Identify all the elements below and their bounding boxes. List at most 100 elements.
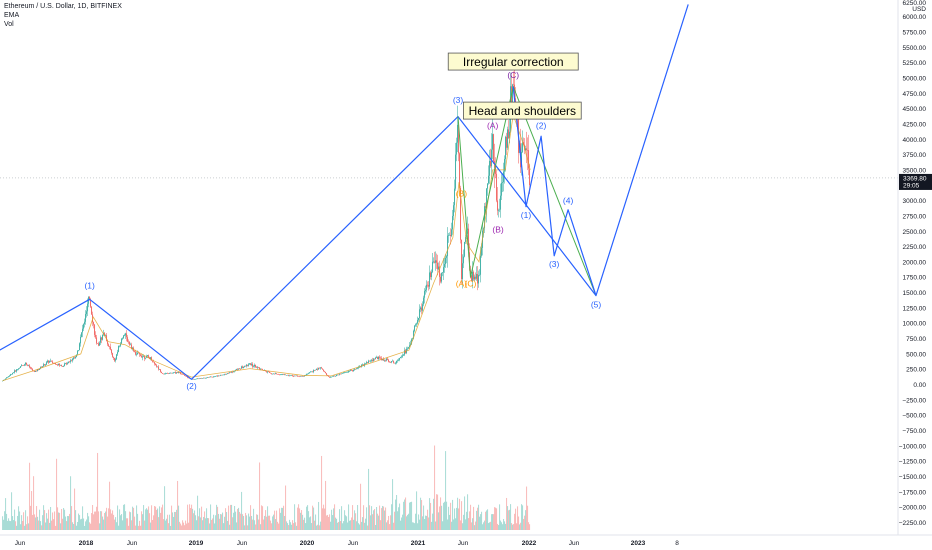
candle-body: [108, 344, 110, 347]
volume-bar: [122, 520, 124, 530]
symbol-title[interactable]: Ethereum / U.S. Dollar, 1D, BITFINEX: [4, 3, 122, 10]
candle-body: [362, 364, 364, 366]
volume-bar: [273, 514, 275, 530]
volume-bar: [19, 511, 21, 530]
candle-body: [297, 375, 299, 377]
volume-bar: [435, 521, 437, 530]
candle-body: [351, 369, 353, 371]
candle-body: [223, 374, 225, 376]
volume-bar: [438, 512, 440, 530]
volume-bar: [77, 521, 79, 530]
volume-bar: [300, 512, 302, 530]
volume-indicator-label[interactable]: Vol: [4, 21, 14, 28]
callout-text: Irregular correction: [463, 55, 564, 69]
volume-bar: [64, 509, 66, 530]
candle-body: [195, 379, 197, 380]
volume-bar: [490, 521, 492, 530]
wave-label: (2): [536, 120, 547, 130]
candle-body: [68, 361, 70, 364]
candle-body: [296, 375, 298, 377]
candle-body: [71, 360, 73, 361]
candle-body: [266, 371, 268, 373]
volume-bar: [411, 501, 413, 530]
candle-body: [130, 344, 132, 346]
volume-bar: [413, 522, 415, 530]
volume-bar: [296, 525, 298, 530]
volume-bar: [503, 519, 505, 530]
volume-bar: [263, 519, 265, 530]
time-axis[interactable]: Jun 2018 Jun 2019 Jun 2020 Jun 2021 Jun 2022 Jun 20…: [0, 534, 932, 547]
candle-body: [14, 370, 16, 373]
volume-bar: [5, 498, 7, 530]
time-tick-label: 2019: [189, 540, 204, 547]
volume-bar: [223, 523, 225, 530]
candle-body: [124, 335, 126, 336]
candle-body: [239, 368, 241, 370]
candle-body: [121, 338, 123, 344]
candle-body: [462, 263, 464, 280]
candle-body: [84, 321, 86, 325]
candle-body: [525, 148, 527, 151]
candle-body: [122, 338, 124, 339]
elliott-wave-line: [0, 4, 689, 380]
price-axis[interactable]: 6000.00 5750.00 5500.00 5250.00 5000.00 4750.…: [897, 0, 932, 535]
candle-body: [491, 149, 493, 167]
candle-body: [117, 351, 119, 355]
volume-bar: [121, 514, 123, 530]
candle-body: [113, 356, 115, 359]
candle-body: [498, 210, 500, 211]
volume-bar: [359, 524, 361, 530]
candle-body: [372, 359, 374, 361]
volume-bar: [428, 517, 430, 530]
time-tick-label: 2018: [79, 540, 94, 547]
volume-bar: [515, 508, 517, 530]
volume-bar: [266, 516, 268, 530]
candle-body: [95, 334, 97, 338]
candle-body: [389, 361, 391, 363]
candle-body: [180, 372, 182, 374]
volume-bar: [468, 518, 470, 530]
candle-body: [253, 366, 255, 367]
volume-bar: [465, 519, 467, 530]
candle-body: [421, 307, 423, 311]
volume-bar: [62, 518, 64, 530]
volume-bar: [462, 523, 464, 530]
volume-bar: [508, 510, 510, 530]
candle-body: [90, 299, 92, 307]
wave-label: (B): [492, 224, 504, 234]
volume-bar: [136, 505, 138, 530]
candle-body: [171, 372, 173, 374]
candle-body: [17, 369, 19, 370]
price-tick-label: 1750.00: [903, 275, 927, 282]
candle-body: [528, 150, 530, 169]
volume-bar: [345, 515, 347, 530]
volume-bar: [176, 509, 178, 530]
volume-bar: [337, 522, 339, 530]
candle-body: [224, 374, 226, 375]
candle-body: [127, 337, 129, 342]
volume-bar: [370, 515, 372, 530]
volume-bar: [422, 516, 424, 530]
candle-body: [428, 285, 430, 287]
volume-bar: [497, 523, 499, 530]
volume-bar: [74, 488, 76, 530]
volume-bar: [367, 525, 369, 530]
volume-bar: [91, 513, 93, 530]
volume-bar: [346, 516, 348, 530]
volume-bar: [8, 518, 10, 530]
candle-body: [396, 361, 398, 364]
ema-indicator-label[interactable]: EMA: [4, 12, 20, 19]
candle-body: [162, 373, 164, 374]
price-tick-label: −1250.00: [899, 459, 927, 466]
candle-body: [442, 272, 444, 274]
volume-bar: [151, 505, 153, 530]
candle-body: [248, 364, 250, 366]
volume-bar: [39, 509, 41, 530]
candle-body: [205, 378, 207, 379]
candle-body: [192, 379, 194, 380]
volume-bar: [336, 518, 338, 530]
volume-bar: [43, 505, 45, 530]
volume-bar: [116, 522, 118, 530]
volume-bar: [360, 483, 362, 530]
